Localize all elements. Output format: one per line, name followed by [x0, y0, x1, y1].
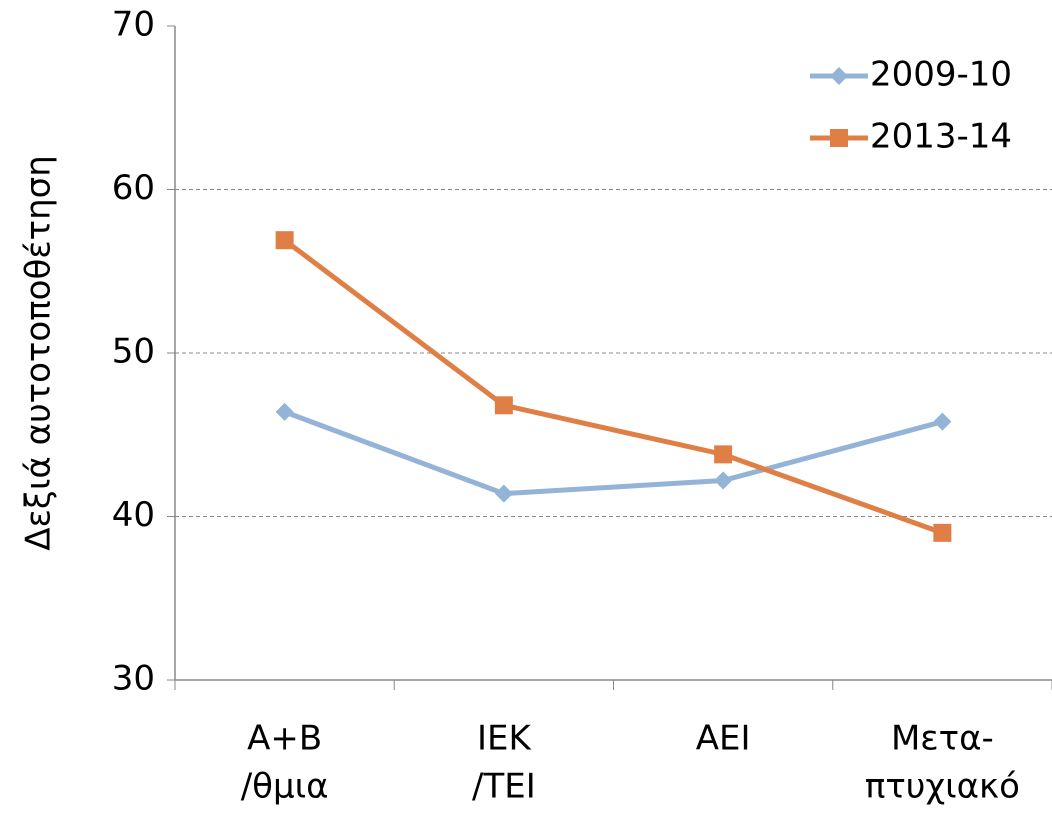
marker	[494, 484, 513, 503]
x-tick-label: πτυχιακό	[865, 767, 1020, 807]
marker	[933, 412, 952, 431]
y-tick-label: 60	[112, 168, 155, 208]
series-line	[283, 409, 944, 497]
marker	[714, 471, 733, 490]
y-tick-label: 70	[112, 5, 155, 45]
y-tick-label: 40	[112, 495, 155, 535]
marker	[830, 129, 848, 147]
marker	[933, 523, 952, 542]
marker	[275, 402, 294, 421]
x-tick-label: /θμια	[241, 767, 329, 807]
x-tick-label: Μετα-	[891, 719, 994, 759]
x-tick-label: IEK	[477, 719, 533, 759]
y-tick-label: 30	[112, 659, 155, 699]
y-tick-label: 50	[112, 332, 155, 372]
marker	[494, 396, 513, 415]
legend-label: 2009-10	[870, 55, 1012, 95]
x-tick-label: A+B	[247, 719, 322, 759]
marker	[275, 231, 294, 250]
marker	[714, 445, 733, 464]
series-line	[283, 238, 944, 536]
marker	[830, 67, 848, 85]
x-tick-label: AEI	[696, 719, 751, 759]
y-axis-label: Δεξιά αυτοτοποθέτηση	[19, 155, 59, 551]
x-tick-label: /TEI	[472, 767, 536, 807]
legend-label: 2013-14	[870, 117, 1012, 157]
